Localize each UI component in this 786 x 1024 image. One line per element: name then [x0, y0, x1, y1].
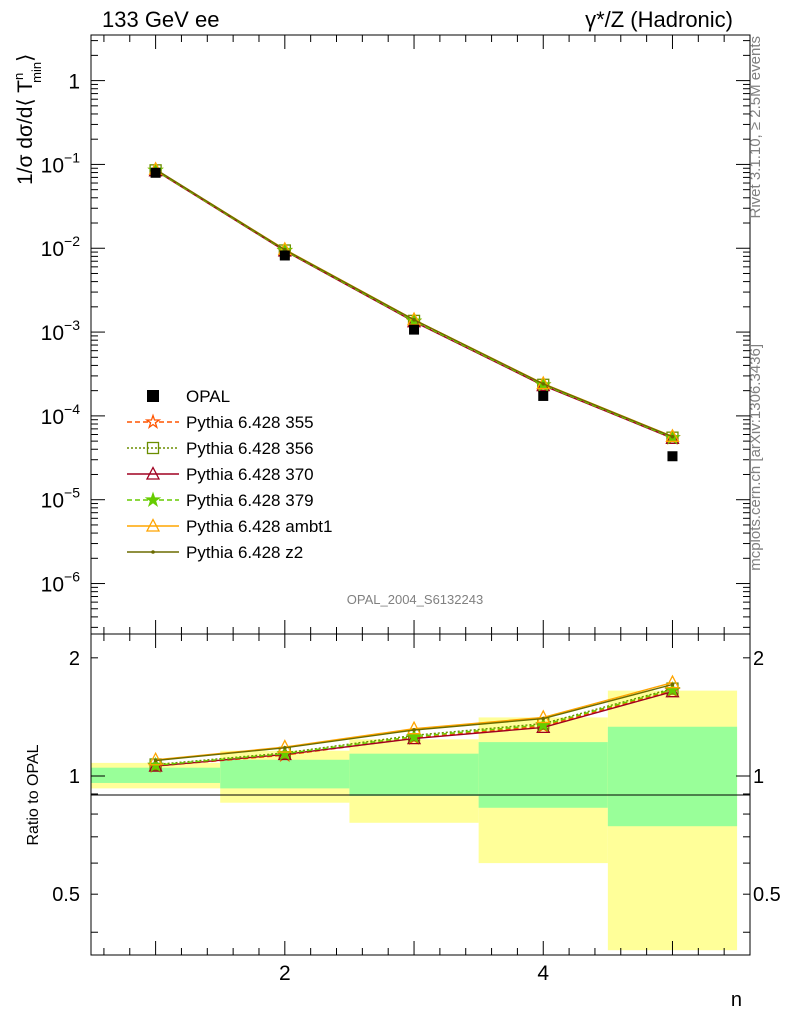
legend-marker-2 [146, 441, 160, 455]
top-series-line-5 [155, 168, 673, 438]
top-y-tick-label-5: 10−4 [41, 401, 81, 429]
legend-marker-4 [144, 491, 162, 507]
ratio-series-lines [147, 674, 681, 774]
ratio-y-tick-label-right-3: 2 [753, 648, 764, 670]
axes-ticks: 1 10−1 10−2 10−3 10−4 10−5 10−6 0.5 0.5 1 1 2 2 2 4 [41, 35, 781, 985]
ratio-band-green-2 [220, 759, 350, 789]
top-series-6-marker-4 [541, 382, 546, 386]
ratio-y-tick-label-left-2: 1 [69, 766, 80, 788]
legend-label-4: Pythia 6.428 379 [186, 491, 314, 510]
header-left: 133 GeV ee [102, 7, 219, 32]
top-series-line-4 [155, 169, 673, 439]
legend-marker-1 [144, 413, 162, 429]
legend-label-5: Pythia 6.428 ambt1 [186, 517, 332, 536]
ratio-y-tick-label-right-2: 1 [753, 766, 764, 788]
ratio-uncertainty-bands [91, 690, 738, 951]
ratio-y-tick-label-right-1: 0.5 [753, 884, 781, 906]
top-y-axis-label: 1/σ dσ/d⟨ Tn min⟩ [11, 54, 44, 185]
ratio-series-6-marker-1 [153, 758, 158, 763]
ratio-y-tick-label-left-1: 0.5 [52, 884, 80, 906]
top-y-tick-label-1: 1 [68, 71, 80, 94]
ratio-band-green-5 [607, 726, 738, 827]
ratio-series-6-marker-3 [412, 728, 416, 732]
top-series-line-6 [155, 168, 673, 438]
legend-marker-3 [145, 466, 161, 480]
legend-label-3: Pythia 6.428 370 [186, 465, 314, 484]
ratio-series-5-marker-5 [665, 674, 680, 689]
legend-label-2: Pythia 6.428 356 [186, 439, 314, 458]
top-y-tick-label-3: 10−2 [41, 233, 81, 261]
ratio-y-axis-label: Ratio to OPAL [25, 744, 42, 845]
legend: OPAL Pythia 6.428 355 Pythia 6.428 356 Pyth… [127, 387, 332, 562]
legend-marker-6 [151, 550, 155, 554]
rivet-label: Rivet 3.1.10, ≥ 2.5M events [747, 36, 764, 219]
ratio-series-4-marker-3 [405, 727, 423, 744]
opal-point-4 [538, 390, 549, 401]
top-series-6-marker-3 [412, 318, 416, 322]
x-axis-label: n [731, 989, 742, 1011]
analysis-label: OPAL_2004_S6132243 [347, 592, 483, 607]
top-series-line-2 [155, 169, 673, 439]
ratio-panel-frame [90, 633, 751, 956]
ratio-series-6-marker-5 [670, 682, 675, 687]
legend-label-6: Pythia 6.428 z2 [186, 543, 303, 562]
ratio-series-6-marker-4 [541, 716, 546, 721]
opal-point-3 [409, 324, 420, 335]
legend-label-opal: OPAL [186, 387, 230, 406]
top-y-tick-label-7: 10−6 [41, 569, 81, 597]
ratio-series-5-marker-2 [277, 739, 292, 753]
top-series-6-marker-5 [670, 434, 675, 439]
top-y-tick-label-4: 10−3 [41, 317, 81, 345]
header-right: γ*/Z (Hadronic) [585, 7, 733, 32]
legend-marker-5 [145, 518, 161, 532]
x-tick-label-1: 2 [279, 962, 291, 985]
legend-marker-opal [147, 390, 159, 402]
top-series-line-1 [155, 170, 673, 439]
opal-point-2 [279, 250, 290, 261]
ratio-band-green-4 [478, 742, 608, 808]
x-tick-label-2: 4 [537, 962, 549, 985]
ratio-series-6-marker-2 [283, 745, 287, 750]
top-y-tick-label-6: 10−5 [41, 485, 81, 513]
ratio-band-green-1 [91, 767, 221, 783]
ratio-band-green-3 [349, 753, 479, 796]
opal-point-1 [150, 167, 161, 178]
ratio-y-tick-label-left-3: 2 [69, 648, 80, 670]
top-y-tick-label-2: 10−1 [41, 149, 81, 177]
opal-point-5 [667, 451, 678, 462]
ratio-series-5-marker-1 [148, 751, 163, 766]
legend-label-1: Pythia 6.428 355 [186, 413, 314, 432]
top-series-line-3 [155, 170, 673, 439]
top-series-lines [147, 161, 681, 445]
ratio-series-5-marker-3 [406, 720, 422, 735]
mcplots-label: mcplots.cern.ch [arXiv:1306.3436] [747, 344, 764, 571]
opal-data-points [150, 167, 678, 462]
ratio-series-5-marker-4 [536, 709, 551, 724]
